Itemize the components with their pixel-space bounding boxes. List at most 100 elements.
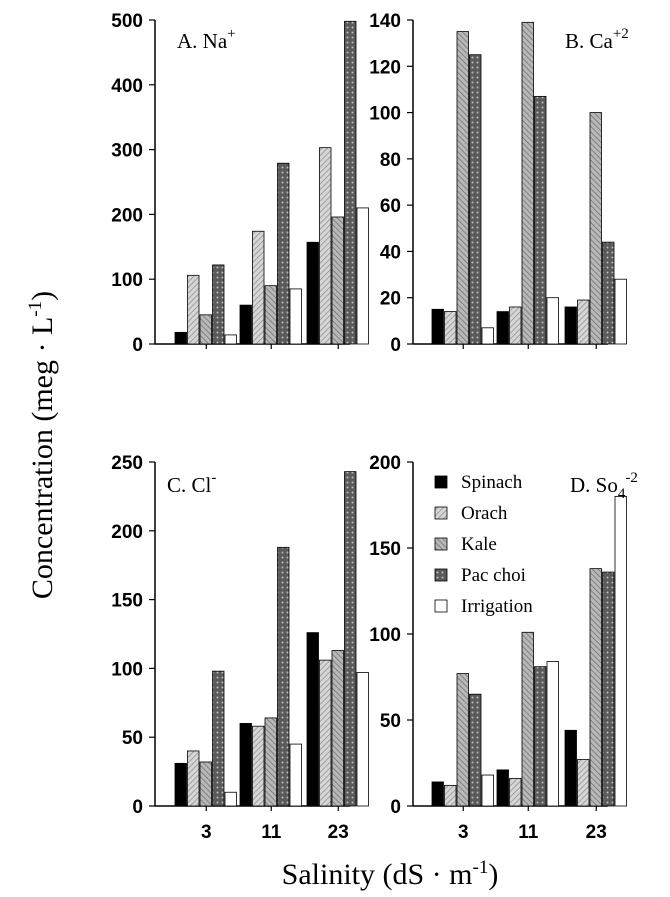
legend-label-spinach: Spinach (461, 472, 523, 493)
bar-b-irrigation-23 (614, 278, 627, 345)
panel-d-label: D. So4-2 (570, 470, 638, 502)
bar-c-irrigation-23 (356, 672, 369, 807)
bar-b-kale-3 (456, 31, 469, 345)
panel-c-y-tick-label: 250 (111, 453, 143, 474)
bar-a-kale-11 (264, 285, 277, 345)
panel-d-y-tick-label: 150 (369, 539, 401, 560)
legend-label-kale: Kale (461, 534, 497, 555)
bar-d-orach-3 (444, 784, 457, 807)
bar-a-kale-23 (331, 216, 344, 345)
bar-b-pac-choi-23 (602, 241, 615, 345)
bar-d-pac-choi-11 (534, 666, 547, 807)
bar-a-pac-choi-11 (277, 162, 290, 345)
bar-c-orach-3 (187, 750, 200, 807)
panel-b-y-tick-label: 60 (380, 196, 401, 217)
panel-b-y-tick-label: 140 (369, 11, 401, 32)
bar-c-orach-23 (319, 659, 332, 807)
legend: Spinach Orach Kale Pac choi Irrigation (434, 472, 533, 617)
legend-label-orach: Orach (461, 503, 508, 524)
bar-a-spinach-11 (239, 304, 252, 345)
bar-a-kale-3 (199, 314, 212, 345)
bar-c-orach-11 (252, 725, 265, 807)
legend-swatch-kale (434, 537, 448, 551)
panel-c-label: C. Cl- (167, 470, 216, 497)
bar-b-orach-23 (577, 299, 590, 345)
bar-d-irrigation-11 (546, 661, 559, 807)
bar-b-spinach-3 (431, 308, 444, 345)
bar-c-spinach-3 (174, 762, 187, 807)
bar-b-orach-11 (509, 306, 522, 345)
x-axis-title: Salinity (dS · m-1) (282, 857, 499, 891)
panel-d-x-tick-label: 11 (518, 822, 539, 843)
bar-a-orach-23 (319, 147, 332, 345)
bar-a-irrigation-23 (356, 207, 369, 345)
panel-c-x-tick-label: 3 (201, 822, 212, 843)
panel-a-y-tick-label: 200 (111, 205, 143, 226)
bar-c-kale-11 (264, 717, 277, 807)
panel-d-y-tick-label: 100 (369, 625, 401, 646)
bar-d-kale-11 (521, 631, 534, 807)
bar-d-kale-3 (456, 673, 469, 807)
bar-a-pac-choi-3 (212, 264, 225, 345)
panel-a-label: A. Na+ (177, 26, 236, 53)
bar-d-irrigation-23 (614, 495, 627, 807)
panel-a-sodium: 0 100 200 300 400 500 A. Na+ (111, 11, 369, 356)
panel-c-y-tick-label: 150 (111, 591, 143, 612)
panel-d-x-tick-label: 3 (458, 822, 469, 843)
panel-b-y-tick-label: 40 (380, 242, 401, 263)
bar-c-spinach-23 (306, 632, 319, 807)
legend-swatch-pac-choi (434, 568, 448, 582)
bar-a-irrigation-11 (289, 288, 302, 345)
bar-b-kale-11 (521, 21, 534, 345)
y-axis-title: Concentration (meg · L-1) (25, 291, 59, 599)
panel-a-y-tick-label: 500 (111, 11, 143, 32)
panel-d-y-tick-label: 0 (390, 797, 401, 818)
panel-b-y-tick-label: 20 (380, 289, 401, 310)
bar-b-orach-3 (444, 311, 457, 345)
bar-d-spinach-3 (431, 781, 444, 807)
panel-a-y-tick-label: 300 (111, 141, 143, 162)
bar-d-pac-choi-23 (602, 571, 615, 807)
bar-c-pac-choi-23 (344, 471, 357, 807)
panel-c-chloride: 0 50 100 150 200 250 3 11 23 C. Cl- (111, 453, 369, 843)
bar-d-spinach-11 (496, 769, 509, 807)
bar-b-kale-23 (589, 112, 602, 345)
bar-a-spinach-23 (306, 241, 319, 345)
panel-b-y-tick-label: 0 (390, 335, 401, 356)
panel-c-x-tick-label: 11 (261, 822, 282, 843)
bar-c-irrigation-11 (289, 743, 302, 807)
bar-d-spinach-23 (564, 729, 577, 807)
bar-b-spinach-23 (564, 306, 577, 345)
panel-b-calcium: 0 20 40 60 80 100 120 140 B. Ca+2 (369, 11, 629, 356)
bar-a-pac-choi-23 (344, 20, 357, 345)
bar-a-irrigation-3 (224, 334, 237, 345)
panel-a-y-tick-label: 100 (111, 270, 143, 291)
bar-d-orach-23 (577, 759, 590, 807)
panel-a-y-tick-label: 400 (111, 76, 143, 97)
panel-d-y-tick-label: 200 (369, 453, 401, 474)
bar-a-spinach-3 (174, 331, 187, 345)
bar-d-irrigation-3 (481, 774, 494, 807)
panel-d-y-tick-label: 50 (380, 711, 401, 732)
panel-a-y-tick-label: 0 (132, 335, 143, 356)
panel-c-x-tick-label: 23 (328, 822, 349, 843)
bar-c-irrigation-3 (224, 791, 237, 807)
bar-c-kale-3 (199, 761, 212, 807)
bar-d-orach-11 (509, 778, 522, 807)
bar-b-irrigation-3 (481, 327, 494, 345)
legend-label-irrigation: Irrigation (461, 596, 533, 617)
bar-b-irrigation-11 (546, 297, 559, 345)
legend-label-pac-choi: Pac choi (461, 565, 526, 586)
bar-b-pac-choi-3 (469, 54, 482, 345)
legend-swatch-spinach (434, 475, 448, 489)
panel-b-label: B. Ca+2 (565, 26, 629, 53)
bar-a-orach-3 (187, 274, 200, 345)
bar-c-pac-choi-11 (277, 546, 290, 807)
legend-swatch-irrigation (434, 599, 448, 613)
legend-swatch-orach (434, 506, 448, 520)
bar-b-spinach-11 (496, 311, 509, 345)
panel-c-y-tick-label: 50 (122, 728, 143, 749)
panel-c-y-tick-label: 100 (111, 659, 143, 680)
bar-c-pac-choi-3 (212, 670, 225, 807)
